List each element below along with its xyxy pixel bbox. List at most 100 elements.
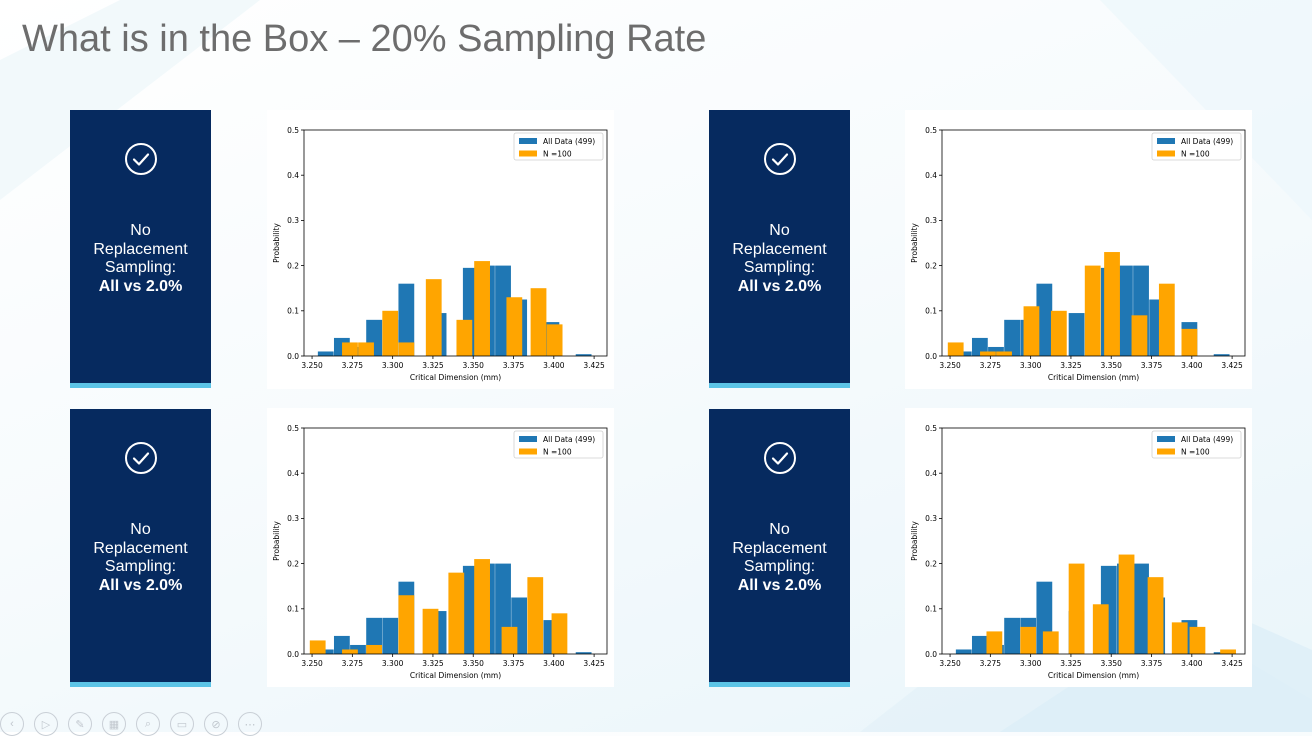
slideshow-toolbar: ‹ ▷ ✎ ▦ ⌕ ▭ ⊘ ⋯ xyxy=(0,712,262,736)
subtitle-icon[interactable]: ▭ xyxy=(170,712,194,736)
pen-icon[interactable]: ✎ xyxy=(68,712,92,736)
caption-line-1: No xyxy=(130,222,151,239)
histogram-bar xyxy=(575,652,592,654)
legend-swatch xyxy=(519,448,537,455)
caption-line-2: Replacement xyxy=(732,539,827,557)
y-tick-label: 0.0 xyxy=(925,650,937,659)
caption-bold: All vs 2.0% xyxy=(737,576,822,594)
legend-swatch xyxy=(519,436,537,442)
y-axis-label: Probability xyxy=(272,223,281,263)
caption-line-3: Sampling: xyxy=(743,558,816,575)
histogram-bar xyxy=(1189,626,1206,654)
histogram-bar xyxy=(342,649,358,654)
card-caption: No Replacement Sampling: All vs 2.0% xyxy=(709,521,850,595)
caption-bold: All vs 2.0% xyxy=(98,576,183,594)
histogram-bar xyxy=(333,635,350,654)
y-tick-label: 0.1 xyxy=(287,307,299,316)
caption-line-1: No xyxy=(130,521,151,538)
x-tick-label: 3.325 xyxy=(1060,361,1082,370)
x-tick-label: 3.425 xyxy=(583,659,605,668)
y-tick-label: 0.2 xyxy=(287,261,299,270)
checkmark-icon xyxy=(125,143,157,175)
x-axis-label: Critical Dimension (mm) xyxy=(410,671,501,680)
histogram-bar xyxy=(955,649,972,654)
histogram-bar xyxy=(474,261,490,356)
x-tick-label: 3.350 xyxy=(1100,361,1122,370)
histogram-bar xyxy=(317,351,334,356)
caption-line-2: Replacement xyxy=(93,539,188,557)
legend-label: N =100 xyxy=(543,448,572,457)
card-accent-bar xyxy=(70,682,211,687)
y-tick-label: 0.5 xyxy=(925,126,937,135)
info-card-4: No Replacement Sampling: All vs 2.0% xyxy=(709,409,850,687)
plot-frame xyxy=(303,427,608,655)
y-tick-label: 0.4 xyxy=(287,171,299,180)
legend-label: All Data (499) xyxy=(1181,137,1233,146)
histogram-bar xyxy=(1117,265,1133,356)
histogram-bar xyxy=(546,324,563,356)
x-tick-label: 3.400 xyxy=(543,361,565,370)
histogram-bar xyxy=(398,342,415,356)
x-tick-label: 3.300 xyxy=(382,659,404,668)
y-tick-label: 0.0 xyxy=(287,352,299,361)
caption-line-2: Replacement xyxy=(93,240,188,258)
histogram-bar xyxy=(551,613,568,654)
histogram-bar xyxy=(1158,283,1175,356)
histogram-bar xyxy=(350,346,366,356)
histogram-bar xyxy=(474,559,490,654)
x-tick-label: 3.300 xyxy=(1020,659,1042,668)
y-tick-label: 0.5 xyxy=(287,126,299,135)
legend: All Data (499) N =100 xyxy=(513,430,604,459)
x-tick-label: 3.350 xyxy=(1100,659,1122,668)
legend-label: N =100 xyxy=(1181,448,1210,457)
more-icon[interactable]: ⋯ xyxy=(238,712,262,736)
grid-icon[interactable]: ▦ xyxy=(102,712,126,736)
histogram-bar xyxy=(398,283,415,356)
chart-svg: 0.0 0.1 0.2 0.3 0.4 0.5 3.250 3.275 3.300 3.325 3.… xyxy=(272,424,608,680)
histogram-bar xyxy=(971,635,988,654)
histogram-bar xyxy=(506,297,523,356)
play-icon[interactable]: ▷ xyxy=(34,712,58,736)
card-caption: No Replacement Sampling: All vs 2.0% xyxy=(709,222,850,296)
histogram-bar xyxy=(1004,617,1020,654)
x-axis-label: Critical Dimension (mm) xyxy=(1048,373,1139,382)
checkmark-icon xyxy=(125,442,157,474)
info-card-2: No Replacement Sampling: All vs 2.0% xyxy=(709,110,850,388)
y-tick-label: 0.2 xyxy=(925,559,937,568)
histogram-bar xyxy=(1171,622,1188,654)
x-tick-label: 3.375 xyxy=(1141,659,1163,668)
y-tick-label: 0.5 xyxy=(925,424,937,433)
prev-icon[interactable]: ‹ xyxy=(0,712,24,736)
histogram-bar xyxy=(382,310,399,356)
x-tick-label: 3.300 xyxy=(382,361,404,370)
y-axis-label: Probability xyxy=(910,223,919,263)
checkmark-icon xyxy=(764,143,796,175)
histogram-bar xyxy=(980,351,996,356)
x-tick-label: 3.375 xyxy=(1141,361,1163,370)
zoom-icon[interactable]: ⌕ xyxy=(136,712,160,736)
chart-svg: 0.0 0.1 0.2 0.3 0.4 0.5 3.250 3.275 3.300 3.325 3.… xyxy=(910,424,1246,680)
histogram-bar xyxy=(1068,563,1085,654)
y-tick-label: 0.4 xyxy=(287,469,299,478)
camera-off-icon[interactable]: ⊘ xyxy=(204,712,228,736)
legend: All Data (499) N =100 xyxy=(513,132,604,161)
histogram-bar xyxy=(1084,265,1101,356)
histogram-bar xyxy=(1092,604,1109,654)
legend-swatch xyxy=(1157,150,1175,157)
x-tick-label: 3.275 xyxy=(980,361,1002,370)
histogram-bar xyxy=(501,626,518,654)
card-accent-bar xyxy=(70,383,211,388)
legend-swatch xyxy=(1157,436,1175,442)
histogram-chart-4: 0.0 0.1 0.2 0.3 0.4 0.5 3.250 3.275 3.300 3.325 3.… xyxy=(905,408,1252,687)
histogram-bar xyxy=(1133,563,1149,654)
card-accent-bar xyxy=(709,383,850,388)
info-card-1: No Replacement Sampling: All vs 2.0% xyxy=(70,110,211,388)
histogram-bar xyxy=(1181,328,1198,356)
card-accent-bar xyxy=(709,682,850,687)
histogram-bar xyxy=(317,649,334,654)
legend-swatch xyxy=(1157,448,1175,455)
caption-line-1: No xyxy=(769,521,790,538)
plot-frame xyxy=(303,129,608,357)
info-card-3: No Replacement Sampling: All vs 2.0% xyxy=(70,409,211,687)
x-tick-label: 3.425 xyxy=(1221,659,1243,668)
